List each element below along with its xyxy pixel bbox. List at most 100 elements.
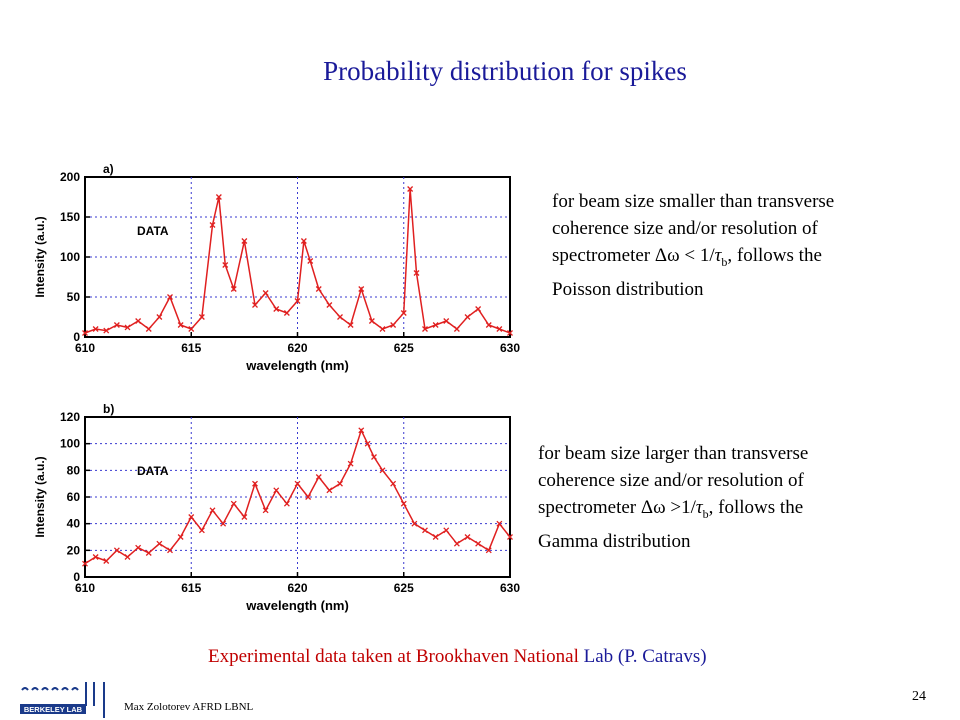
panel-label: a) [103, 162, 114, 176]
y-tick-label: 60 [67, 490, 81, 504]
data-annotation: DATA [137, 224, 169, 238]
data-point [177, 322, 184, 328]
tau-symbol: τ [714, 245, 722, 266]
y-tick-label: 120 [60, 410, 80, 424]
y-tick-label: 20 [67, 543, 81, 557]
data-point [496, 520, 503, 527]
y-axis-label: Intensity (a.u.) [33, 216, 47, 297]
footer-note-blue: Lab (P. Catravs) [578, 646, 707, 667]
data-point [413, 270, 420, 276]
data-point [177, 534, 184, 540]
desc-b-text: spectrometer [538, 497, 641, 518]
data-point [241, 238, 248, 244]
data-point [407, 186, 414, 192]
desc-a-line3: spectrometer Δω < 1/τb, follows the [552, 242, 922, 276]
data-point [82, 560, 88, 567]
x-axis-label: wavelength (nm) [245, 598, 349, 613]
desc-a-text: spectrometer [552, 245, 655, 266]
data-point [358, 427, 365, 434]
data-point [124, 554, 131, 560]
data-point [145, 550, 152, 556]
data-point [156, 540, 163, 547]
data-point [92, 554, 99, 560]
data-point [156, 314, 163, 320]
data-point [273, 306, 280, 312]
data-point [347, 322, 354, 328]
data-point [103, 558, 110, 564]
description-poisson: for beam size smaller than transverse co… [552, 188, 922, 303]
tau-subscript: b [702, 506, 709, 521]
data-point [379, 326, 386, 332]
data-point [475, 540, 482, 547]
x-tick-label: 610 [75, 341, 95, 355]
desc-b-line2: coherence size and/or resolution of [538, 470, 804, 491]
data-point [188, 514, 195, 520]
data-point [390, 480, 397, 487]
y-tick-label: 200 [60, 170, 80, 184]
footer-note-red: Experimental data taken at Brookhaven Na… [208, 646, 579, 667]
data-point [364, 440, 371, 447]
panel-label: b) [103, 402, 114, 416]
data-point [124, 324, 131, 331]
desc-b-text: , follows the [708, 497, 804, 518]
data-point [262, 507, 269, 514]
data-point [252, 302, 258, 308]
data-point [507, 330, 513, 336]
data-point [390, 322, 397, 328]
y-tick-label: 100 [60, 437, 80, 451]
data-point [294, 298, 301, 304]
data-point [198, 314, 205, 320]
data-point [283, 310, 290, 316]
data-point [113, 547, 120, 554]
data-point [283, 500, 290, 507]
page-number: 24 [912, 689, 926, 704]
data-point [443, 527, 450, 534]
x-axis-label: wavelength (nm) [245, 358, 349, 373]
desc-b-line1: for beam size larger than transverse [538, 443, 809, 464]
data-point [209, 507, 216, 514]
data-point [167, 547, 173, 554]
data-point [103, 327, 110, 334]
data-point [485, 322, 492, 328]
footer-note: Experimental data taken at Brookhaven Na… [208, 646, 707, 668]
x-tick-label: 630 [500, 341, 520, 355]
data-point [315, 474, 322, 480]
data-point [453, 540, 460, 547]
data-point [464, 534, 471, 540]
data-point [485, 547, 492, 554]
x-tick-label: 620 [287, 581, 307, 595]
data-point [167, 294, 173, 300]
data-point [400, 310, 407, 316]
data-point [215, 194, 222, 200]
y-tick-label: 100 [60, 250, 80, 264]
data-point [400, 500, 407, 507]
data-point [475, 306, 482, 312]
data-point [411, 520, 418, 527]
data-point [443, 318, 450, 324]
delta-omega-symbol: Δω [640, 497, 666, 518]
data-point [262, 290, 269, 296]
y-tick-label: 40 [67, 517, 81, 531]
data-point [464, 314, 471, 320]
data-point [432, 322, 439, 328]
data-point [82, 330, 88, 336]
data-point [432, 534, 439, 540]
description-gamma: for beam size larger than transverse coh… [538, 440, 908, 555]
data-point [368, 318, 375, 324]
delta-omega-symbol: Δω [654, 245, 680, 266]
desc-b-line3: spectrometer Δω >1/τb, follows the [538, 494, 908, 528]
data-point [337, 314, 343, 320]
chart-a: 610 615 620 625 630 0 50 100 150 200 wavelength (n… [33, 162, 520, 373]
author-credit: Max Zolotorev AFRD LBNL [124, 701, 254, 713]
data-point [507, 534, 513, 540]
data-point [422, 326, 428, 332]
data-point [337, 480, 343, 487]
data-point [294, 480, 301, 487]
slide-title: Probability distribution for spikes [323, 56, 687, 86]
x-tick-label: 620 [287, 341, 307, 355]
x-tick-label: 630 [500, 581, 520, 595]
data-series-line [84, 188, 511, 334]
data-point [241, 514, 248, 520]
data-point [230, 500, 237, 507]
x-tick-label: 615 [181, 341, 201, 355]
